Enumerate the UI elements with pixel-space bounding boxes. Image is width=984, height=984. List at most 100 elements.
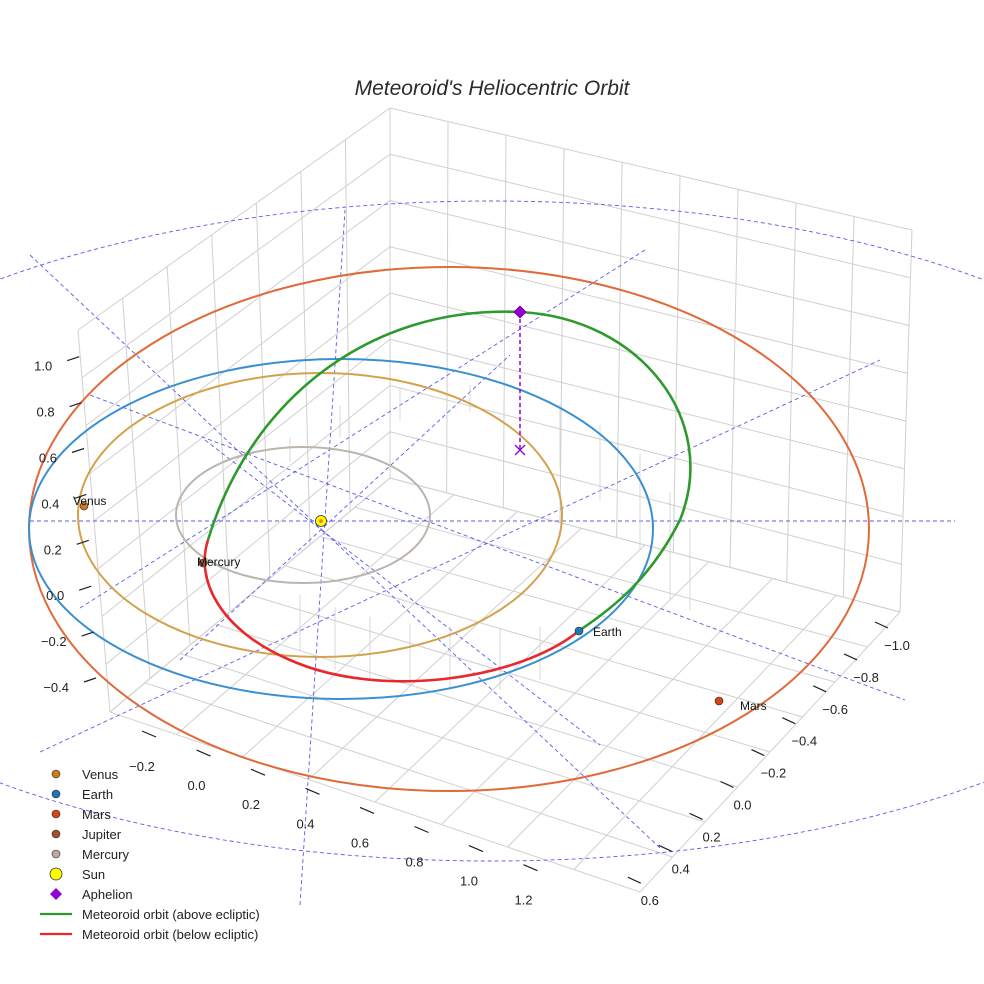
y-tick-mark	[843, 653, 858, 661]
legend-marker	[50, 888, 62, 900]
grid-line	[214, 623, 738, 788]
grid-line	[85, 200, 391, 426]
z-tick-mark	[83, 677, 97, 683]
grid-line	[105, 431, 391, 665]
z-tick-mark	[79, 585, 92, 591]
legend: Venus Earth Mars Jupiter Mercury Sun Aphelion M…	[40, 767, 260, 942]
x-tick-label: 0.8	[405, 855, 423, 870]
ecliptic-guide-line	[39, 359, 881, 753]
x-tick-label: 0.4	[296, 816, 314, 831]
ecliptic-guide-line	[89, 394, 906, 701]
x-tick-mark	[196, 749, 211, 757]
y-tick-mark	[874, 621, 889, 629]
legend-label: Jupiter	[82, 827, 122, 842]
grid-line	[93, 292, 391, 522]
z-tick-label: −0.4	[43, 680, 69, 695]
legend-label: Venus	[82, 767, 119, 782]
z-tick-label: −0.2	[41, 634, 67, 649]
mars-label: Mars	[740, 699, 767, 713]
grid-line	[77, 107, 391, 331]
grid-line	[249, 594, 771, 753]
legend-label: Meteoroid orbit (below ecliptic)	[82, 927, 258, 942]
x-tick-label: 1.2	[514, 893, 532, 908]
grid-line	[354, 506, 868, 648]
meteoroid-orbit-above	[206, 310, 692, 632]
grid-line	[89, 246, 391, 474]
meteoroid-orbit-below	[203, 539, 581, 683]
grid-line	[389, 107, 913, 231]
grid-line	[389, 292, 907, 422]
grid-line	[389, 153, 911, 279]
grid-line	[144, 682, 673, 858]
y-tick-mark	[689, 812, 703, 820]
legend-label: Earth	[82, 787, 113, 802]
y-tick-label: 0.6	[641, 893, 659, 908]
x-tick-mark	[305, 787, 320, 795]
y-tick-label: −0.8	[853, 670, 879, 685]
x-tick-mark	[359, 806, 375, 814]
grid-line	[389, 200, 910, 326]
grid	[77, 107, 913, 893]
bodies: Venus Earth Mars Mercury	[73, 305, 767, 713]
z-tick-mark	[76, 539, 89, 545]
grid-line	[319, 536, 836, 683]
x-tick-label: 0.6	[351, 835, 369, 850]
legend-marker	[51, 789, 61, 799]
z-tick-label: 0.4	[41, 496, 59, 511]
y-tick-mark	[720, 780, 734, 789]
legend-marker	[49, 867, 63, 881]
y-tick-label: −1.0	[884, 638, 910, 653]
earth-label: Earth	[593, 625, 622, 639]
legend-label: Aphelion	[82, 887, 133, 902]
aphelion-projection-marker	[514, 444, 526, 456]
ecliptic-guide-line	[179, 354, 511, 661]
grid-line	[101, 385, 391, 617]
legend-marker	[51, 829, 61, 839]
mercury-marker	[198, 558, 208, 568]
grid-line	[389, 431, 902, 565]
ecliptic-guide-line	[204, 439, 601, 746]
y-tick-mark	[782, 717, 796, 725]
ecliptic-guides	[0, 200, 984, 906]
ecliptic-guide-line	[29, 254, 661, 849]
z-tick-label: 1.0	[34, 359, 52, 374]
z-tick-label: 0.2	[44, 542, 62, 557]
x-tick-mark	[141, 730, 157, 738]
x-tick-mark	[414, 825, 429, 834]
x-tick-label: −0.2	[129, 759, 155, 774]
y-tick-mark	[812, 685, 827, 693]
grid-line	[179, 653, 706, 823]
ecliptic-guide-line	[299, 209, 346, 906]
y-tick-label: −0.6	[822, 702, 848, 717]
legend-label: Meteoroid orbit (above ecliptic)	[82, 907, 260, 922]
legend-marker	[51, 769, 61, 779]
y-tick-mark	[627, 876, 642, 884]
venus-orbit	[77, 372, 563, 658]
chart-title: Meteoroid's Heliocentric Orbit	[355, 77, 631, 100]
y-tick-label: −0.2	[761, 766, 787, 781]
z-tick-label: 0.0	[46, 588, 64, 603]
x-tick-label: 0.0	[187, 778, 205, 793]
grid-line	[284, 565, 803, 718]
y-tick-label: 0.0	[733, 798, 751, 813]
x-tick-mark	[468, 845, 484, 853]
venus-label: Venus	[73, 494, 106, 508]
y-tick-mark	[751, 749, 765, 757]
z-tick-mark	[74, 493, 87, 499]
grid-line	[109, 711, 641, 893]
mars-marker	[714, 696, 724, 706]
legend-label: Mercury	[82, 847, 129, 862]
ecliptic-guide-ellipse	[0, 200, 984, 862]
z-tick-label: 0.8	[37, 405, 55, 420]
x-tick-mark	[523, 864, 538, 872]
mercury-label: Mercury	[197, 555, 240, 569]
y-tick-mark	[658, 844, 672, 852]
legend-label: Mars	[82, 807, 111, 822]
axis-ticks: −0.2 0.0 0.2 0.4 0.6 0.8 1.0 1.2 −1.0 −0.8 −0.6 −0.…	[34, 356, 910, 908]
y-tick-label: 0.4	[672, 861, 690, 876]
orbit-stems	[289, 385, 691, 690]
z-tick-mark	[81, 631, 94, 637]
legend-label: Sun	[82, 867, 105, 882]
venus-marker	[79, 501, 89, 511]
